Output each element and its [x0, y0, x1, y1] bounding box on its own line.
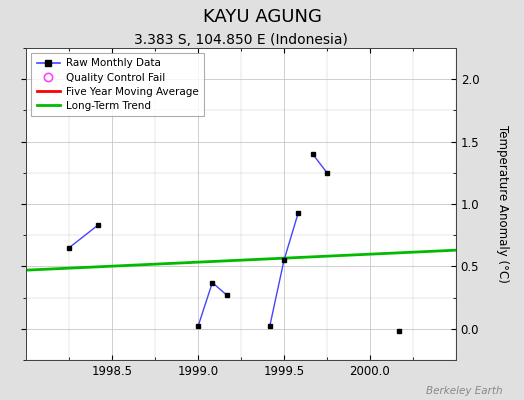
Text: Berkeley Earth: Berkeley Earth — [427, 386, 503, 396]
Legend: Raw Monthly Data, Quality Control Fail, Five Year Moving Average, Long-Term Tren: Raw Monthly Data, Quality Control Fail, … — [31, 53, 204, 116]
Title: 3.383 S, 104.850 E (Indonesia): 3.383 S, 104.850 E (Indonesia) — [134, 33, 348, 47]
Text: KAYU AGUNG: KAYU AGUNG — [203, 8, 321, 26]
Y-axis label: Temperature Anomaly (°C): Temperature Anomaly (°C) — [496, 125, 509, 283]
